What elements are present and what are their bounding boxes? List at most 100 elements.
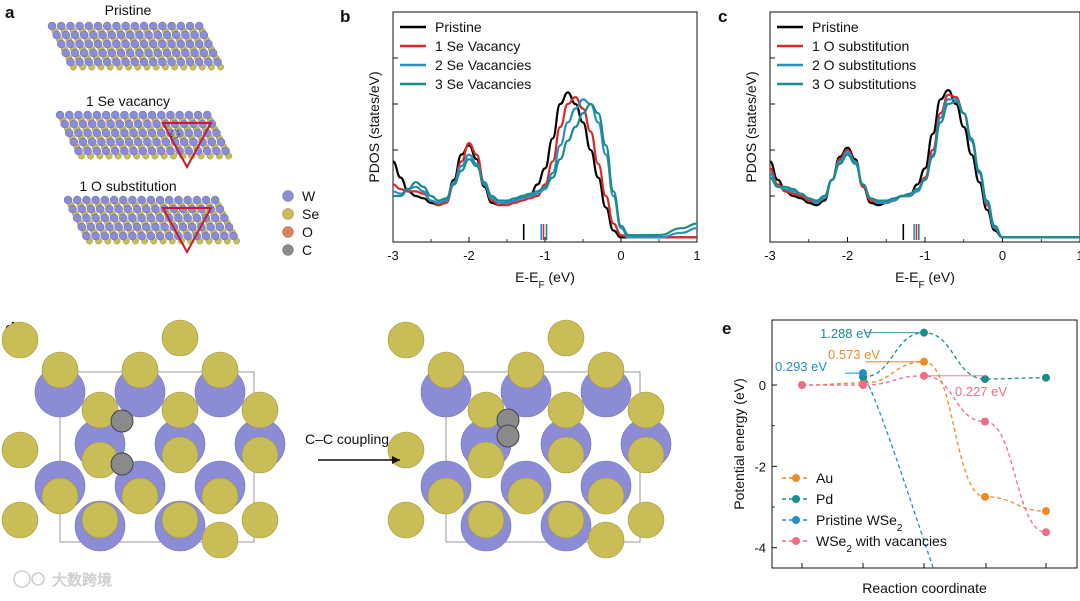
se-atom <box>547 436 585 474</box>
w-atom <box>138 146 148 156</box>
w-atom <box>147 128 157 138</box>
barrier-annotation: 0.293 eV <box>775 359 827 374</box>
w-atom <box>118 195 128 205</box>
w-atom <box>128 231 137 241</box>
w-atom <box>93 39 103 49</box>
se-atom <box>41 351 79 389</box>
w-atom <box>82 213 91 223</box>
w-atom <box>93 57 103 67</box>
w-atom <box>192 213 202 223</box>
w-atom <box>91 213 100 223</box>
w-atom <box>147 146 157 156</box>
w-atom <box>93 21 103 31</box>
w-atom <box>184 110 194 120</box>
series-line-2 <box>770 93 1080 239</box>
w-atom <box>132 222 142 232</box>
w-atom <box>82 231 91 241</box>
w-atom <box>166 146 175 156</box>
se-atom <box>1 501 39 539</box>
w-atom <box>47 21 57 31</box>
w-atom <box>144 48 153 58</box>
w-atom <box>162 30 172 40</box>
watermark-logo-icon <box>13 570 31 588</box>
w-atom <box>107 30 117 40</box>
w-atom <box>192 195 202 205</box>
w-atom <box>135 30 144 40</box>
y-tick-label: 0 <box>759 378 766 393</box>
se-atom <box>1 431 39 469</box>
legend-atom-c-icon <box>282 244 294 256</box>
w-atom <box>91 195 100 205</box>
w-atom <box>69 137 79 147</box>
panel-letter-c: c <box>718 7 727 26</box>
se-atom <box>201 477 239 515</box>
se-atom <box>427 477 465 515</box>
w-atom <box>143 137 152 147</box>
panel-letter-b: b <box>340 7 350 26</box>
se-atom <box>161 501 199 539</box>
w-atom <box>174 213 183 223</box>
w-atom <box>112 39 121 49</box>
slab-structure-before <box>1 319 286 559</box>
w-atom <box>138 110 148 120</box>
w-atom <box>176 21 186 31</box>
se-atom <box>627 391 665 429</box>
reaction-arrow-label: C–C coupling <box>305 431 389 447</box>
w-atom <box>133 137 143 147</box>
se-atom <box>241 391 279 429</box>
w-atom <box>101 146 111 156</box>
w-atom <box>171 30 181 40</box>
y-tick-label: -2 <box>754 459 766 474</box>
legend-marker <box>792 495 800 503</box>
energy-point <box>981 417 989 426</box>
structure-title-o-substitution: 1 O substitution <box>79 178 176 194</box>
w-atom <box>97 119 106 129</box>
w-atom <box>158 57 167 67</box>
w-atom <box>121 39 130 49</box>
se-atom <box>241 501 279 539</box>
w-atom <box>224 222 234 232</box>
w-atom <box>66 39 75 49</box>
x-axis-label: E-EF (eV) <box>515 269 575 291</box>
w-atom <box>139 39 149 49</box>
w-atom <box>75 39 84 49</box>
w-atom <box>123 204 133 214</box>
w-atom <box>109 213 119 223</box>
w-atom <box>132 204 142 214</box>
w-atom <box>72 195 82 205</box>
y-axis-label: PDOS (states/eV) <box>743 71 759 182</box>
se-atom <box>387 321 425 359</box>
w-atom <box>146 213 156 223</box>
w-atom <box>130 21 140 31</box>
x-tick-label: 0 <box>999 248 1006 263</box>
w-atom <box>183 195 192 205</box>
w-atom <box>92 146 102 156</box>
w-atom <box>158 21 167 31</box>
w-atom <box>57 39 66 49</box>
series-line-1 <box>393 91 697 239</box>
w-atom <box>84 57 94 67</box>
legend-atom-label: O <box>302 224 313 240</box>
w-atom <box>167 39 176 49</box>
se-atom <box>121 351 159 389</box>
x-tick-label: -1 <box>919 248 931 263</box>
se-atom <box>547 391 585 429</box>
w-atom <box>101 128 111 138</box>
barrier-annotation: 0.227 eV <box>955 384 1007 399</box>
w-atom <box>95 222 105 232</box>
w-atom <box>153 48 163 58</box>
w-atom <box>77 222 87 232</box>
structure-title-se-vacancy: 1 Se vacancy <box>86 93 170 109</box>
se-atom <box>201 521 239 559</box>
w-atom <box>152 119 161 129</box>
w-atom <box>109 231 119 241</box>
w-atom <box>101 110 111 120</box>
w-atom <box>164 231 174 241</box>
c-atom <box>110 409 134 433</box>
energy-path-pristine <box>862 372 934 568</box>
w-atom <box>158 39 167 49</box>
se-atom <box>161 391 199 429</box>
w-atom <box>106 119 115 129</box>
w-atom <box>120 110 129 120</box>
w-atom <box>115 119 125 129</box>
